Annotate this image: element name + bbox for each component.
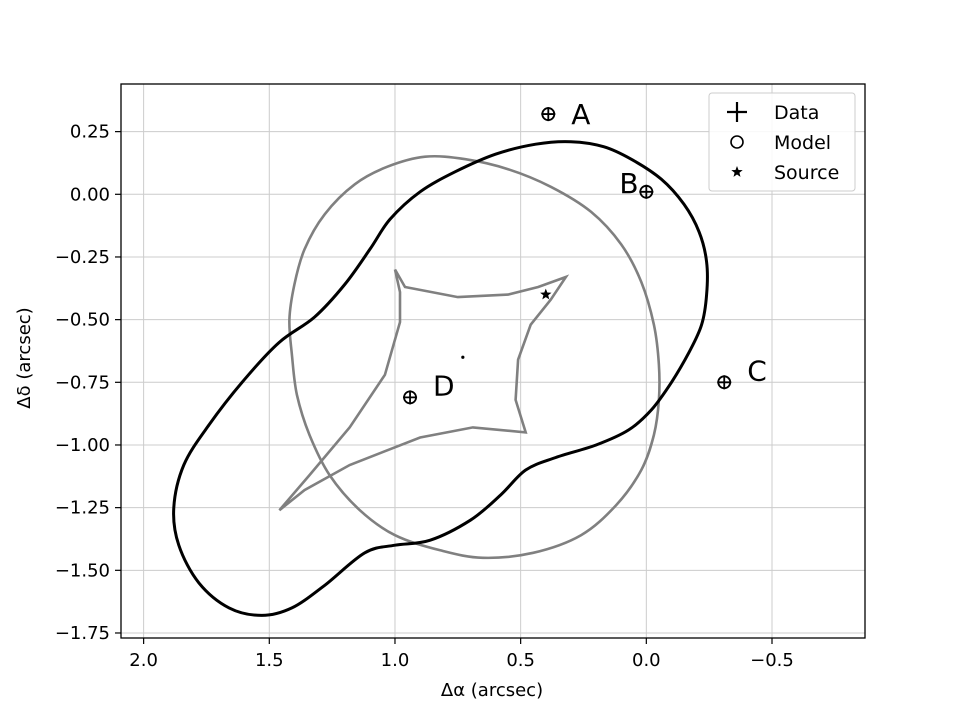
y-tick-label: −0.25 — [55, 247, 110, 268]
x-tick-label: 0.5 — [506, 650, 535, 671]
x-tick-label: 0.0 — [632, 650, 661, 671]
plot-frame — [120, 83, 866, 639]
legend-label-source: Source — [774, 162, 839, 184]
y-tick-label: −1.75 — [55, 623, 110, 644]
legend-plus-icon — [727, 102, 747, 122]
legend-box — [708, 92, 856, 192]
image-label-a: A — [571, 98, 590, 131]
legend-label-data: Data — [774, 102, 819, 124]
y-tick-label: −0.75 — [55, 372, 110, 393]
legend-circle-icon — [730, 135, 744, 149]
data-marker — [403, 390, 418, 405]
y-tick-label: 0.25 — [70, 122, 110, 143]
y-tick-label: −1.25 — [55, 498, 110, 519]
image-label-b: B — [619, 167, 638, 200]
x-tick-label: 1.5 — [255, 650, 284, 671]
x-axis-label: Δα (arcsec) — [441, 680, 543, 701]
legend-label-model: Model — [774, 132, 831, 154]
data-marker — [639, 184, 654, 199]
curves — [172, 140, 709, 617]
data-marker — [541, 107, 556, 122]
legend: Data Model Source — [708, 92, 856, 192]
source-marker — [540, 288, 552, 300]
image-label-d: D — [433, 369, 455, 402]
x-tick-label: 1.0 — [381, 650, 410, 671]
y-tick-label: 0.00 — [70, 184, 110, 205]
x-tick-label: −0.5 — [750, 650, 794, 671]
x-tick-label: 2.0 — [129, 650, 158, 671]
y-axis-label: Δδ (arcsec) — [14, 307, 35, 408]
y-tick-label: −0.50 — [55, 310, 110, 331]
image-label-c: C — [747, 354, 767, 387]
legend-star-icon — [731, 166, 743, 177]
y-tick-label: −1.50 — [55, 560, 110, 581]
critical-curve — [172, 140, 709, 617]
axis-ticks: 2.0 1.5 1.0 0.5 0.0 −0.5 0.25 0.00 −0.25 −0.50 −0.… — [55, 122, 794, 671]
caustic-inner-curve — [278, 268, 570, 512]
markers: A B C D — [403, 98, 767, 405]
lens-center-marker — [461, 355, 465, 359]
data-marker — [717, 375, 732, 390]
caustic-outer-curve — [288, 154, 661, 560]
y-tick-label: −1.00 — [55, 435, 110, 456]
